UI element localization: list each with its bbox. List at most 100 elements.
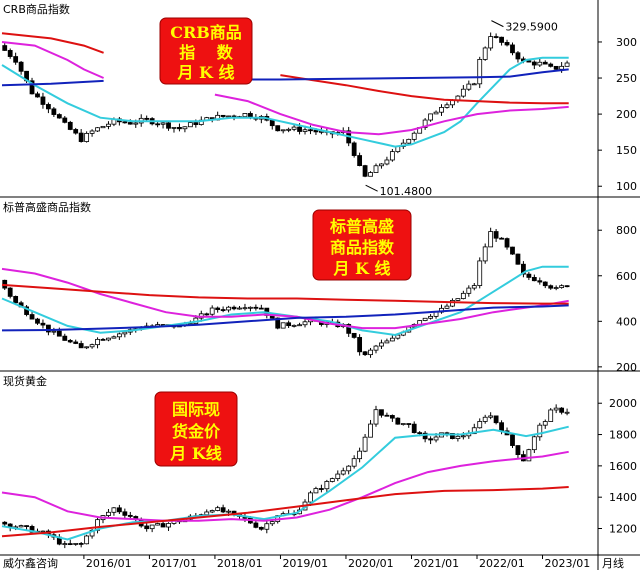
candle-down	[499, 237, 504, 240]
candle-up	[187, 122, 193, 128]
candle-up	[389, 151, 395, 161]
candle-down	[499, 422, 504, 432]
gold-badge: 国际现 货金价 月 K线	[154, 391, 238, 467]
y-tick-label: 800	[616, 224, 637, 237]
candle-down	[515, 253, 521, 265]
ma-line-magenta	[214, 93, 569, 136]
candle-down	[73, 129, 79, 134]
candle-down	[542, 61, 548, 65]
candle-up	[411, 132, 417, 140]
candle-down	[177, 126, 182, 130]
x-tick-label: 2017/01	[151, 557, 197, 570]
candle-up	[318, 130, 324, 133]
candle-up	[455, 435, 461, 440]
candle-up	[95, 338, 100, 346]
candle-down	[308, 129, 313, 132]
candle-up	[166, 523, 171, 528]
ma-line-blue	[1, 304, 569, 332]
ma-line-magenta	[1, 267, 569, 330]
candle-up	[564, 62, 570, 67]
candle-down	[351, 142, 357, 156]
candle-up	[477, 421, 483, 429]
candle-up	[89, 344, 95, 348]
spgsci-badge-line-2: 商品指数	[330, 238, 395, 257]
x-tick-label: 2021/01	[413, 557, 459, 570]
candle-down	[144, 525, 150, 530]
candle-up	[384, 340, 390, 344]
candle-down	[160, 523, 166, 528]
candle-up	[433, 111, 439, 115]
candle-up	[466, 287, 472, 294]
candle-down	[56, 114, 62, 119]
candle-up	[248, 306, 253, 309]
candle-up	[433, 436, 439, 441]
candle-up	[84, 535, 90, 545]
candle-up	[537, 61, 543, 66]
candle-up	[62, 543, 68, 545]
candle-up	[324, 481, 330, 490]
candle-up	[280, 322, 286, 329]
candle-down	[24, 525, 29, 528]
gold-y-axis: 1200 1400 1600 1800 2000	[598, 397, 637, 536]
candle-up	[466, 83, 472, 90]
candle-up	[346, 465, 352, 472]
candle-down	[499, 36, 504, 43]
ma-line-cyan	[1, 56, 569, 148]
candle-down	[40, 96, 46, 105]
candle-up	[460, 292, 466, 300]
crb-badge-box	[159, 17, 253, 85]
spgsci-panel: 200 400 600 800 标普高盛商品指数 标普高盛 商品指数 月 K 线	[1, 200, 637, 374]
candle-down	[46, 324, 51, 333]
candle-up	[160, 122, 166, 125]
candle-down	[73, 341, 79, 344]
candle-down	[362, 351, 368, 356]
candle-down	[253, 522, 259, 528]
candle-up	[368, 172, 373, 177]
candle-down	[122, 121, 128, 124]
candle-up	[389, 337, 395, 342]
brand-label: 威尔鑫咨询	[3, 556, 58, 570]
candle-up	[280, 129, 286, 132]
candle-down	[526, 273, 532, 278]
candle-down	[220, 114, 226, 117]
candle-up	[553, 287, 559, 289]
candle-up	[95, 127, 100, 132]
spgsci-panel-title: 标普高盛商品指数	[3, 200, 91, 214]
gold-panel-title: 现货黄金	[3, 374, 47, 388]
ma-line-magenta	[1, 41, 105, 79]
ma-line-cyan	[1, 425, 569, 541]
candle-down	[67, 340, 73, 343]
candle-down	[46, 104, 51, 110]
candle-down	[275, 317, 281, 329]
candle-down	[67, 121, 73, 130]
candle-down	[253, 306, 259, 309]
candle-up	[477, 260, 483, 286]
candle-up	[373, 409, 379, 425]
candle-up	[313, 488, 319, 494]
candle-up	[482, 47, 488, 60]
gold-badge-line-1: 国际现	[172, 400, 220, 419]
candle-down	[504, 42, 510, 46]
gold-badge-box	[154, 391, 238, 467]
y-tick-label: 300	[616, 36, 637, 49]
candle-down	[29, 314, 35, 320]
candle-up	[106, 511, 111, 516]
candle-down	[515, 445, 521, 456]
candle-up	[242, 307, 248, 310]
candle-up	[428, 315, 433, 319]
candle-up	[269, 521, 275, 525]
candle-down	[116, 507, 122, 513]
candle-down	[13, 295, 19, 304]
candle-down	[35, 93, 40, 98]
y-tick-label: 200	[616, 108, 637, 121]
candle-up	[433, 311, 439, 317]
y-tick-label: 1800	[609, 429, 637, 442]
candle-up	[215, 507, 221, 511]
candle-down	[531, 277, 537, 282]
ma-line-red	[1, 283, 569, 305]
candle-down	[127, 122, 133, 125]
candle-up	[18, 525, 24, 528]
y-tick-label: 2000	[609, 397, 637, 410]
candle-up	[133, 122, 139, 125]
crb-panel-title: CRB商品指数	[3, 2, 70, 16]
